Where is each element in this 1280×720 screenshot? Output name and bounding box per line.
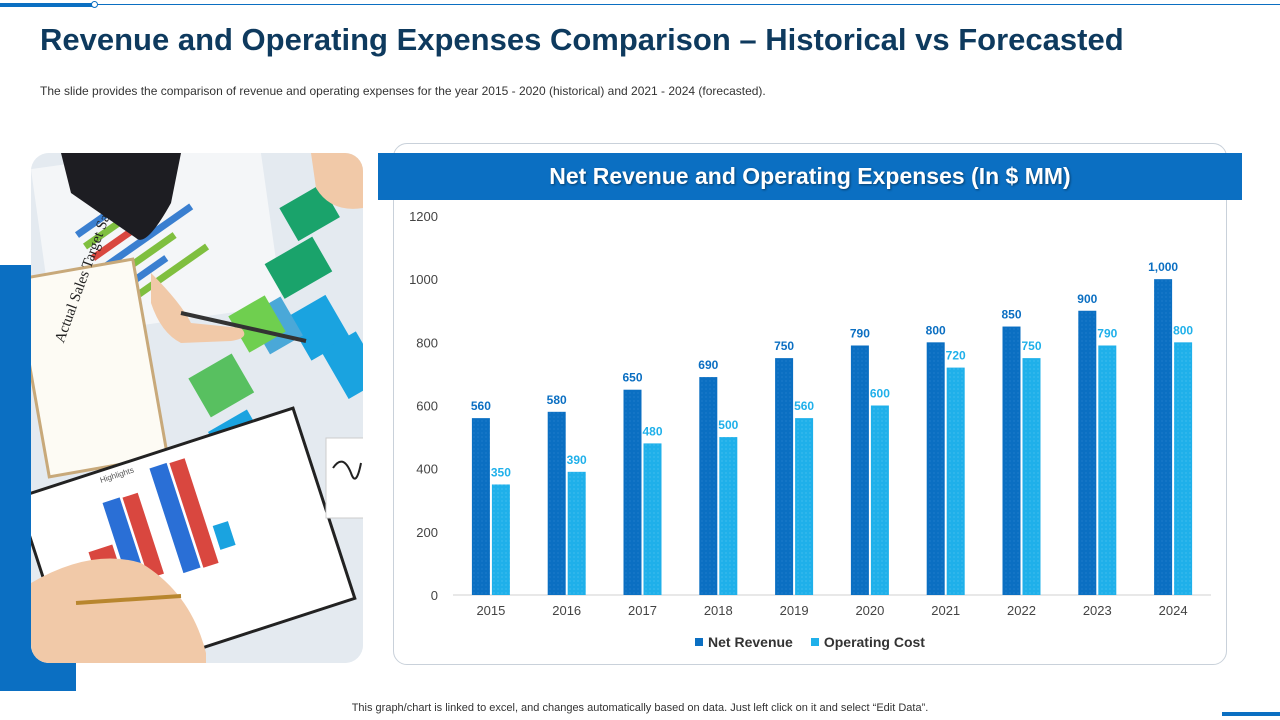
data-labels: 5603505803906504806905007505607906008007… — [471, 260, 1194, 479]
bar-operating-cost-2024[interactable] — [1174, 342, 1193, 595]
bar-operating-cost-2017[interactable] — [643, 443, 662, 595]
bar-net-revenue-2016[interactable] — [547, 411, 566, 595]
x-tick-label: 2018 — [704, 603, 733, 618]
bar-operating-cost-2019[interactable] — [795, 418, 814, 595]
data-label-operating-cost-2017: 480 — [642, 424, 662, 438]
bar-operating-cost-2022[interactable] — [1022, 358, 1041, 595]
data-label-operating-cost-2022: 750 — [1021, 339, 1041, 353]
data-label-operating-cost-2023: 790 — [1097, 326, 1117, 340]
data-label-operating-cost-2018: 500 — [718, 418, 738, 432]
data-label-operating-cost-2019: 560 — [794, 399, 814, 413]
data-label-net-revenue-2024: 1,000 — [1148, 260, 1178, 274]
y-tick-label: 600 — [416, 399, 438, 414]
x-tick-label: 2022 — [1007, 603, 1036, 618]
data-label-net-revenue-2018: 690 — [698, 358, 718, 372]
x-tick-label: 2024 — [1159, 603, 1188, 618]
bar-net-revenue-2017[interactable] — [623, 389, 642, 595]
chart-header: Net Revenue and Operating Expenses (In $… — [378, 153, 1242, 200]
bar-net-revenue-2021[interactable] — [926, 342, 945, 595]
data-label-net-revenue-2023: 900 — [1077, 292, 1097, 306]
data-label-net-revenue-2016: 580 — [547, 393, 567, 407]
y-tick-label: 800 — [416, 335, 438, 350]
bar-net-revenue-2019[interactable] — [775, 358, 794, 595]
business-meeting-photo: Actual Sales Target Sales Highlights — [31, 153, 363, 663]
bar-net-revenue-2023[interactable] — [1078, 310, 1097, 595]
chart-title: Net Revenue and Operating Expenses (In $… — [549, 163, 1071, 189]
data-label-net-revenue-2021: 800 — [926, 323, 946, 337]
y-tick-label: 0 — [431, 588, 438, 603]
bar-net-revenue-2020[interactable] — [850, 345, 869, 595]
data-label-net-revenue-2017: 650 — [622, 371, 642, 385]
data-label-operating-cost-2016: 390 — [567, 453, 587, 467]
legend-swatch-operating-cost — [810, 638, 819, 646]
chart-legend: Net Revenue Operating Cost — [393, 634, 1227, 650]
legend-item-net-revenue[interactable]: Net Revenue — [695, 634, 793, 650]
data-label-net-revenue-2020: 790 — [850, 326, 870, 340]
x-tick-label: 2019 — [780, 603, 809, 618]
bottom-accent-bar — [1222, 712, 1280, 716]
bar-operating-cost-2015[interactable] — [491, 484, 510, 595]
top-accent-line — [0, 4, 1280, 5]
x-tick-label: 2021 — [931, 603, 960, 618]
x-tick-label: 2015 — [476, 603, 505, 618]
bar-net-revenue-2015[interactable] — [471, 418, 490, 595]
x-tick-label: 2017 — [628, 603, 657, 618]
slide-subtitle: The slide provides the comparison of rev… — [40, 84, 766, 98]
bar-operating-cost-2020[interactable] — [870, 405, 889, 596]
chart-bars — [471, 279, 1193, 596]
data-label-net-revenue-2015: 560 — [471, 399, 491, 413]
footer-note: This graph/chart is linked to excel, and… — [351, 702, 929, 714]
x-tick-label: 2020 — [855, 603, 884, 618]
top-accent-bar — [0, 3, 94, 7]
legend-swatch-net-revenue — [695, 638, 704, 646]
y-tick-label: 400 — [416, 462, 438, 477]
data-label-operating-cost-2020: 600 — [870, 387, 890, 401]
legend-item-operating-cost[interactable]: Operating Cost — [810, 634, 925, 650]
y-tick-label: 200 — [416, 525, 438, 540]
bar-operating-cost-2016[interactable] — [567, 471, 586, 595]
bar-operating-cost-2018[interactable] — [719, 437, 738, 595]
bar-operating-cost-2023[interactable] — [1098, 345, 1117, 595]
legend-label-operating-cost: Operating Cost — [823, 634, 925, 650]
y-tick-label: 1000 — [409, 272, 438, 287]
y-tick-label: 1200 — [409, 209, 438, 224]
data-label-net-revenue-2019: 750 — [774, 339, 794, 353]
legend-label-net-revenue: Net Revenue — [708, 634, 793, 650]
data-label-net-revenue-2022: 850 — [1001, 308, 1021, 322]
bar-operating-cost-2021[interactable] — [946, 367, 965, 595]
y-axis: 0 200 400 600 800 1000 1200 — [409, 209, 438, 603]
x-tick-label: 2016 — [552, 603, 581, 618]
data-label-operating-cost-2021: 720 — [946, 349, 966, 363]
slide-title: Revenue and Operating Expenses Compariso… — [40, 22, 1124, 57]
x-tick-label: 2023 — [1083, 603, 1112, 618]
data-label-operating-cost-2015: 350 — [491, 465, 511, 479]
bar-net-revenue-2022[interactable] — [1002, 326, 1021, 595]
bar-net-revenue-2018[interactable] — [699, 377, 718, 595]
bar-net-revenue-2024[interactable] — [1154, 279, 1173, 595]
top-accent-dot — [91, 1, 98, 8]
data-label-operating-cost-2024: 800 — [1173, 323, 1193, 337]
x-axis: 2015 2016 2017 2018 2019 2020 2021 2022 2023 2024 — [453, 594, 1211, 618]
